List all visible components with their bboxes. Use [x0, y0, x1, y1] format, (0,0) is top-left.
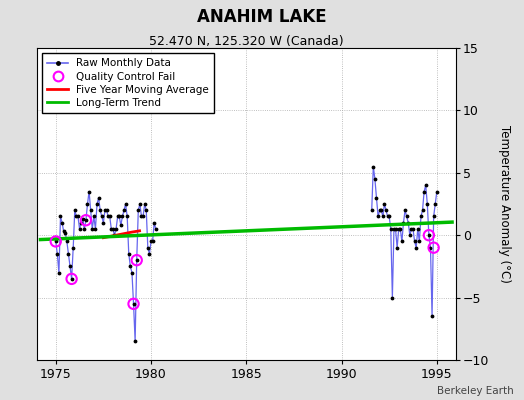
Text: ANAHIM LAKE: ANAHIM LAKE [197, 8, 327, 26]
Title: 52.470 N, 125.320 W (Canada): 52.470 N, 125.320 W (Canada) [149, 35, 344, 48]
Point [51, 238, 60, 245]
Point [424, 232, 433, 238]
Y-axis label: Temperature Anomaly (°C): Temperature Anomaly (°C) [497, 125, 510, 283]
Point [133, 257, 141, 263]
Text: Berkeley Earth: Berkeley Earth [437, 386, 514, 396]
Point [68, 276, 76, 282]
Point [82, 217, 90, 224]
Point [430, 244, 438, 251]
Legend: Raw Monthly Data, Quality Control Fail, Five Year Moving Average, Long-Term Tren: Raw Monthly Data, Quality Control Fail, … [42, 53, 214, 113]
Point [129, 301, 138, 307]
